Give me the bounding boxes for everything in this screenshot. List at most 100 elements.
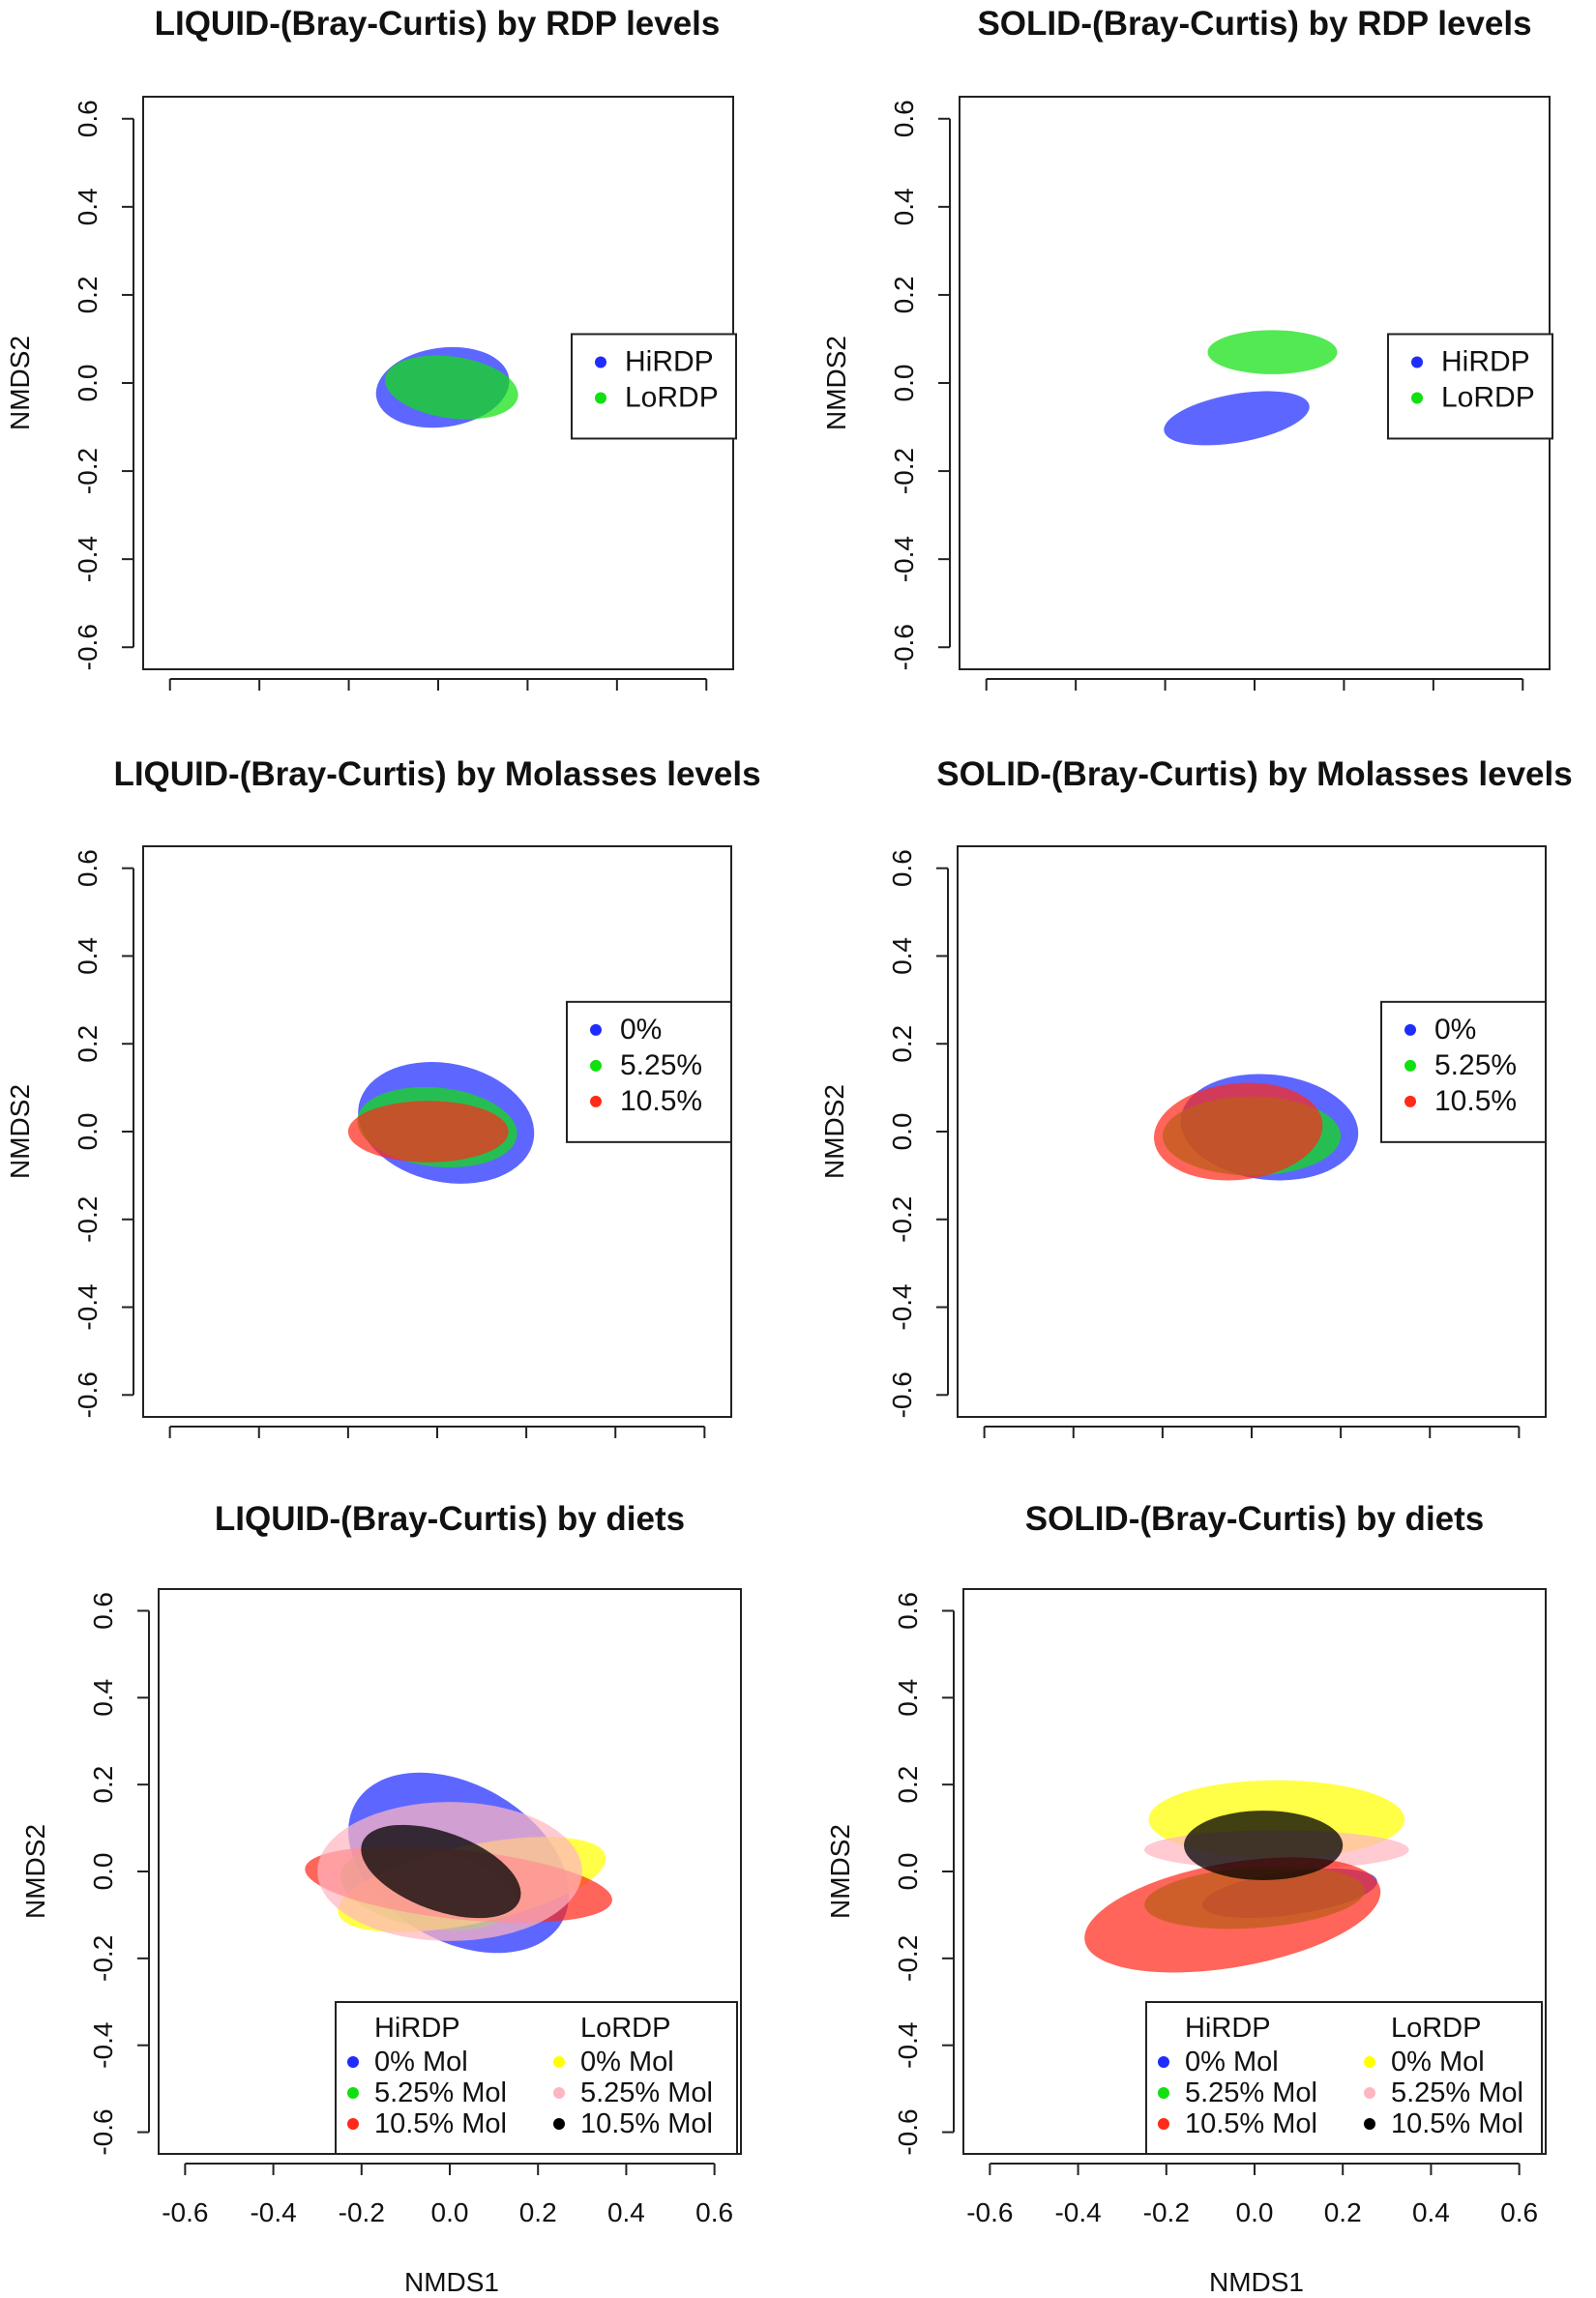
legend-marker xyxy=(1411,356,1423,368)
legend-marker xyxy=(1404,1023,1416,1036)
legend-label: LoRDP xyxy=(1441,381,1535,413)
legend-label: 0% xyxy=(620,1014,662,1046)
y-tick-label: 0.6 xyxy=(88,1592,118,1630)
legend-label: HiRDP xyxy=(1441,345,1530,377)
legend-marker xyxy=(1363,2087,1375,2099)
y-tick-label: 0.0 xyxy=(893,1853,923,1891)
panel-1: LIQUID-(Bray-Curtis) by RDP levels -0.6 -0… xyxy=(5,5,737,691)
y-tick-label: 0.2 xyxy=(73,276,103,313)
legend-marker xyxy=(1411,392,1423,404)
y-tick-label: 0.0 xyxy=(73,1113,103,1151)
y-axis-label: NMDS2 xyxy=(819,1084,849,1179)
ellipse-10-5- xyxy=(347,1101,509,1163)
legend-marker xyxy=(552,2087,565,2099)
panel-2: SOLID-(Bray-Curtis) by RDP levels -0.6 -0.… xyxy=(821,5,1553,691)
x-tick-label: 0.6 xyxy=(1500,2197,1538,2227)
y-tick-label: -0.4 xyxy=(73,1283,103,1330)
legend-label: HiRDP xyxy=(625,345,714,377)
legend-label: 10.5% Mol xyxy=(1391,2108,1523,2139)
legend-label: 0% Mol xyxy=(580,2047,674,2077)
legend-marker xyxy=(590,1095,602,1107)
legend-header: LoRDP xyxy=(1391,2013,1482,2044)
legend-marker xyxy=(1363,2118,1375,2130)
legend-marker xyxy=(595,356,606,368)
y-tick-label: -0.2 xyxy=(73,448,103,494)
legend-marker xyxy=(346,2087,359,2099)
x-tick-label: 0.4 xyxy=(1412,2197,1450,2227)
legend-label: 10.5% xyxy=(1434,1085,1517,1117)
y-tick-label: -0.4 xyxy=(893,2022,923,2069)
legend-marker xyxy=(346,2118,359,2130)
y-tick-label: 0.4 xyxy=(893,1679,923,1717)
legend-label: 10.5% Mol xyxy=(580,2108,713,2139)
y-tick-label: -0.4 xyxy=(88,2022,118,2069)
panel-title: LIQUID-(Bray-Curtis) by Molasses levels xyxy=(113,755,760,793)
x-tick-label: -0.6 xyxy=(162,2197,208,2227)
y-tick-label: 0.6 xyxy=(887,849,917,887)
legend-label: 5.25% Mol xyxy=(374,2077,507,2108)
y-tick-label: -0.6 xyxy=(889,624,919,670)
legend-marker xyxy=(590,1023,602,1036)
y-tick-label: 0.6 xyxy=(73,100,103,137)
ellipse-hirdp xyxy=(1164,391,1310,446)
x-tick-label: -0.4 xyxy=(1054,2197,1101,2227)
y-tick-label: 0.2 xyxy=(88,1766,118,1804)
panel-title: SOLID-(Bray-Curtis) by diets xyxy=(1025,1500,1485,1538)
legend-marker xyxy=(1404,1059,1416,1072)
y-tick-label: -0.6 xyxy=(887,1371,917,1418)
legend-label: 0% Mol xyxy=(1185,2047,1279,2077)
panel-title: LIQUID-(Bray-Curtis) by diets xyxy=(215,1500,685,1538)
legend-box xyxy=(334,2001,738,2155)
legend-marker xyxy=(346,2056,359,2068)
legend-marker xyxy=(595,392,606,404)
y-tick-label: -0.2 xyxy=(887,1196,917,1243)
x-tick-label: 0.0 xyxy=(1236,2197,1274,2227)
legend-label: 0% Mol xyxy=(1391,2047,1485,2077)
x-tick-label: -0.4 xyxy=(250,2197,296,2227)
y-tick-label: -0.4 xyxy=(887,1283,917,1330)
y-tick-label: 0.4 xyxy=(88,1679,118,1717)
x-tick-label: 0.6 xyxy=(695,2197,733,2227)
x-tick-label: 0.4 xyxy=(607,2197,645,2227)
y-tick-label: -0.6 xyxy=(73,1371,103,1418)
y-tick-label: -0.4 xyxy=(889,536,919,582)
y-tick-label: 0.0 xyxy=(887,1113,917,1151)
panel-title: SOLID-(Bray-Curtis) by RDP levels xyxy=(977,5,1531,43)
legend-header: LoRDP xyxy=(580,2013,671,2044)
legend-label: 5.25% Mol xyxy=(1391,2077,1523,2108)
panel-title: LIQUID-(Bray-Curtis) by RDP levels xyxy=(155,5,721,43)
legend: 0%5.25% 10.5% xyxy=(1380,1000,1547,1143)
legend-marker xyxy=(1157,2056,1169,2068)
y-tick-label: 0.2 xyxy=(889,276,919,313)
x-tick-label: -0.2 xyxy=(1143,2197,1190,2227)
ellipse-10-5- xyxy=(1153,1082,1323,1181)
y-tick-label: 0.6 xyxy=(73,849,103,887)
ellipse-lordp-10-5-mol xyxy=(1184,1811,1344,1880)
panel-4: SOLID-(Bray-Curtis) by Molasses levels -0… xyxy=(819,755,1573,1438)
legend-box xyxy=(1144,2001,1543,2155)
y-tick-label: 0.4 xyxy=(73,188,103,225)
legend-box xyxy=(1387,333,1553,440)
panel-title: SOLID-(Bray-Curtis) by Molasses levels xyxy=(936,755,1572,793)
legend-box xyxy=(566,1000,732,1143)
legend-label: 5.25% xyxy=(620,1049,702,1081)
legend: 0%5.25% 10.5% xyxy=(566,1000,732,1143)
x-tick-label: 0.0 xyxy=(431,2197,469,2227)
x-tick-label: 0.2 xyxy=(1324,2197,1362,2227)
ellipse-lordp xyxy=(1207,330,1338,374)
x-axis-label: NMDS1 xyxy=(1209,2267,1304,2297)
legend-marker xyxy=(1157,2087,1169,2099)
y-tick-label: 0.0 xyxy=(73,365,103,402)
y-axis-label: NMDS2 xyxy=(5,1084,35,1179)
y-tick-label: 0.6 xyxy=(889,100,919,137)
y-axis-label: NMDS2 xyxy=(825,1824,855,1919)
ellipse-lordp xyxy=(385,355,518,420)
legend-marker xyxy=(1157,2118,1169,2130)
legend-header: HiRDP xyxy=(1185,2013,1271,2044)
y-tick-label: 0.0 xyxy=(88,1853,118,1891)
y-tick-label: 0.2 xyxy=(893,1766,923,1804)
legend: HiRDP LoRDP xyxy=(1387,333,1553,440)
y-tick-label: -0.4 xyxy=(73,536,103,582)
